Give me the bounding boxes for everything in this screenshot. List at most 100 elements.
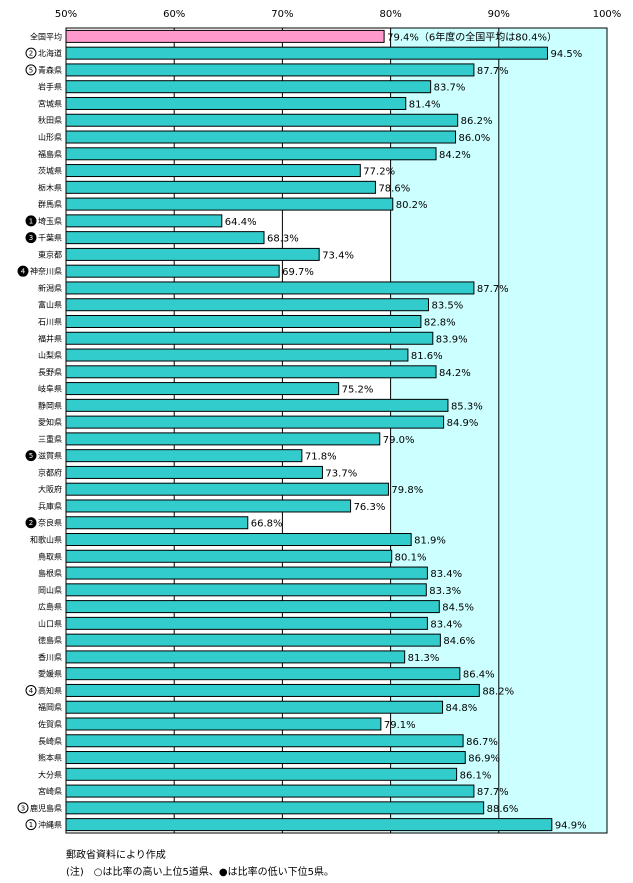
category-label: 全国平均	[30, 31, 62, 41]
data-label: 81.6%	[411, 351, 443, 362]
rank-marker-filled	[25, 215, 37, 227]
bar	[65, 231, 265, 245]
category-label: 愛媛県	[38, 669, 62, 679]
rank-marker-open	[17, 802, 29, 814]
data-label: 68.3%	[267, 234, 299, 245]
data-label: 79.4%（6年度の全国平均は80.4%）	[387, 30, 557, 43]
x-tick-label: 70%	[271, 9, 293, 20]
source-note: 郵政省資料により作成	[66, 850, 166, 861]
rank-marker-filled	[25, 450, 37, 462]
bar	[65, 549, 393, 563]
category-label: 東京都	[38, 249, 62, 259]
rank-marker-open	[25, 47, 37, 59]
bar	[65, 113, 459, 127]
plot-background	[66, 28, 391, 833]
category-label: 岩手県	[38, 82, 62, 92]
category-label: 岡山県	[38, 585, 62, 595]
bar	[65, 767, 458, 781]
data-label: 80.1%	[395, 552, 427, 563]
category-label: 青森県	[38, 65, 62, 75]
bar	[65, 784, 475, 798]
bar	[65, 264, 280, 278]
data-label: 76.3%	[354, 502, 386, 513]
rank-number: 4	[29, 687, 34, 695]
data-label: 86.2%	[461, 116, 493, 127]
bar	[65, 29, 385, 43]
category-label: 長崎県	[38, 736, 62, 746]
bar	[65, 482, 389, 496]
category-label: 秋田県	[38, 115, 62, 125]
data-label: 86.1%	[460, 770, 492, 781]
rank-marker-open	[25, 684, 37, 696]
category-label: 熊本県	[38, 753, 62, 763]
data-label: 83.7%	[434, 83, 466, 94]
data-label: 79.0%	[383, 435, 415, 446]
category-label: 岐阜県	[38, 384, 62, 394]
bar	[65, 650, 406, 664]
data-label: 86.9%	[468, 754, 500, 765]
bar	[65, 214, 223, 228]
data-label: 82.8%	[424, 317, 456, 328]
bar	[65, 432, 381, 446]
bar	[65, 633, 441, 647]
bar	[65, 247, 320, 261]
category-label: 千葉県	[38, 233, 62, 243]
category-label: 佐賀県	[38, 719, 62, 729]
data-label: 66.8%	[251, 519, 283, 530]
bar	[65, 164, 361, 178]
category-label: 山梨県	[38, 350, 62, 360]
bar	[65, 331, 434, 345]
plot-frame	[65, 27, 608, 834]
data-label: 81.3%	[408, 653, 440, 664]
rank-number: 5	[29, 452, 33, 460]
bar	[65, 130, 457, 144]
bar	[65, 398, 449, 412]
bar	[65, 516, 249, 530]
data-label: 83.4%	[430, 569, 462, 580]
rank-number: 2	[29, 50, 33, 58]
category-label: 沖縄県	[38, 820, 62, 830]
data-label: 69.7%	[282, 267, 314, 278]
x-tick-label: 80%	[379, 9, 401, 20]
category-label: 静岡県	[38, 400, 62, 410]
category-label: 奈良県	[38, 518, 62, 528]
rank-number: 1	[29, 217, 33, 225]
data-label: 80.2%	[396, 200, 428, 211]
rank-marker-filled	[25, 517, 37, 529]
bar	[65, 818, 553, 832]
bar	[65, 465, 323, 479]
data-label: 84.6%	[443, 636, 475, 647]
category-label: 埼玉県	[38, 216, 62, 226]
data-label: 85.3%	[451, 401, 483, 412]
category-label: 石川県	[38, 317, 62, 326]
data-label: 86.7%	[466, 737, 498, 748]
category-label: 長野県	[38, 368, 62, 377]
bar	[65, 683, 480, 697]
data-label: 79.1%	[384, 720, 416, 731]
category-label: 滋賀県	[38, 451, 62, 461]
data-label: 77.2%	[363, 167, 395, 178]
bar	[65, 449, 303, 463]
bar	[65, 180, 376, 194]
category-label: 愛知県	[38, 417, 62, 427]
bar	[65, 801, 485, 815]
category-label: 広島県	[38, 602, 62, 612]
category-label: 高知県	[38, 685, 62, 695]
category-label: 神奈川県	[30, 266, 62, 276]
bar	[65, 751, 466, 765]
category-label: 群馬県	[38, 199, 62, 209]
category-label: 香川県	[38, 652, 62, 662]
data-label: 75.2%	[342, 385, 374, 396]
data-label: 83.9%	[436, 334, 468, 345]
category-label: 山形県	[38, 132, 62, 142]
category-label: 茨城県	[38, 166, 62, 176]
bar	[65, 147, 437, 161]
rank-marker-open	[25, 64, 37, 76]
data-label: 81.9%	[414, 536, 446, 547]
bar	[65, 365, 437, 379]
category-label: 北海道	[38, 48, 62, 58]
data-label: 84.8%	[446, 703, 478, 714]
data-label: 73.7%	[325, 468, 357, 479]
rank-number: 4	[21, 268, 26, 276]
rank-number: 3	[29, 234, 33, 242]
